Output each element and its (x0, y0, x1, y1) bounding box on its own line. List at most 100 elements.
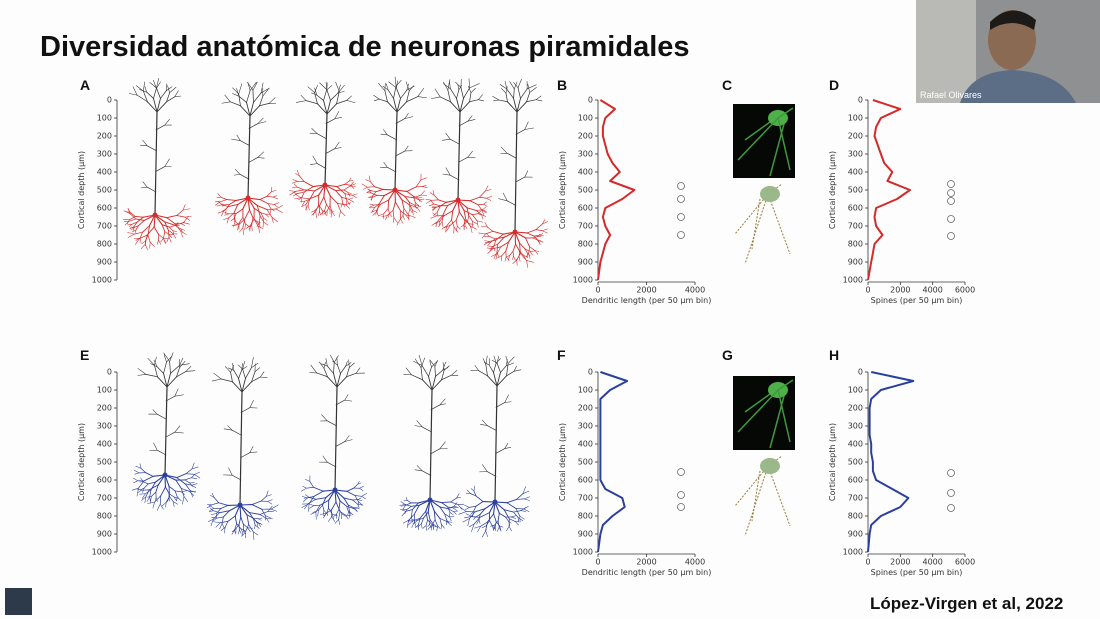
dendrite (304, 186, 314, 193)
y-tick-label: 400 (578, 168, 593, 177)
dendrite (149, 489, 152, 498)
dendrite (430, 448, 441, 454)
dendrite (334, 147, 342, 149)
dendrite (237, 529, 240, 535)
dendrite (404, 196, 410, 203)
dendrite (404, 196, 415, 199)
dendrite (413, 360, 423, 366)
dendrite (479, 190, 486, 198)
micrograph-dendrite (744, 393, 771, 413)
dendrite (481, 525, 487, 529)
dendrite (496, 363, 501, 373)
dendrite (532, 237, 538, 241)
y-tick-label: 600 (97, 476, 112, 485)
dendrite (478, 513, 481, 521)
dendrite (508, 520, 512, 524)
dendrite (180, 228, 186, 231)
y-tick-label: 500 (578, 186, 593, 195)
dendrite (523, 498, 530, 501)
dendrite (515, 508, 521, 517)
y-tick-label: 100 (97, 114, 112, 123)
webcam-hair (990, 10, 1036, 30)
dendrite (496, 356, 499, 364)
dendrite (259, 371, 265, 378)
dendrite (137, 489, 142, 494)
slide-title: Diversidad anatómica de neuronas piramid… (40, 31, 690, 63)
dendrite (219, 199, 228, 203)
dendrite (149, 496, 152, 504)
dendrite (245, 225, 251, 229)
dendrite (512, 256, 514, 260)
dendrite (345, 204, 350, 209)
dendrite (184, 216, 191, 221)
dendrite (180, 488, 185, 497)
dendrite (499, 525, 502, 531)
dendrite (328, 507, 333, 515)
dendrite (266, 209, 273, 218)
dendrite (458, 211, 465, 221)
dendrite (344, 193, 348, 201)
dendrite (333, 355, 339, 363)
y-tick-label: 100 (578, 114, 593, 123)
dendrite (208, 510, 214, 512)
y-tick-label: 800 (848, 512, 863, 521)
dendrite (160, 238, 164, 243)
dendrite (158, 240, 162, 245)
dendrite (441, 374, 452, 381)
dendrite (516, 97, 521, 113)
dendrite (371, 207, 375, 212)
dendrite (529, 246, 536, 251)
dendrite (482, 358, 487, 366)
dendrite (309, 132, 318, 135)
dendrite (146, 91, 154, 99)
soma (392, 187, 398, 193)
dendrite (476, 519, 480, 525)
dendrite (307, 198, 311, 206)
dendrite (138, 480, 145, 489)
dendrite (376, 203, 380, 212)
dendrite (357, 480, 360, 485)
dendrite (248, 123, 259, 129)
micrograph-dendrite (769, 123, 785, 177)
dendrite (494, 236, 505, 240)
dendrite (174, 224, 182, 230)
dendrite (504, 447, 512, 449)
dendrite (419, 510, 427, 519)
dendrite (453, 511, 457, 515)
dendrite (469, 511, 476, 519)
y-tick-label: 700 (578, 494, 593, 503)
dendrite (240, 105, 251, 117)
dendrite (169, 86, 177, 93)
dendrite (317, 103, 328, 115)
dendrite (143, 475, 154, 482)
dendrite (310, 163, 318, 165)
dendrite (134, 470, 140, 474)
y-tick-label: 900 (848, 258, 863, 267)
dendrite (430, 215, 437, 219)
dendrite (492, 230, 504, 235)
dendrite (473, 485, 476, 492)
y-tick-label: 400 (848, 440, 863, 449)
dendrite (213, 521, 221, 524)
dendrite (525, 237, 531, 248)
dendrite (210, 513, 217, 516)
dendrite (450, 501, 459, 506)
dendrite (480, 424, 488, 426)
dendrite (441, 221, 444, 227)
dendrite (420, 177, 427, 181)
dendrite (311, 211, 316, 216)
dendrite (469, 200, 479, 206)
dendrite (392, 217, 395, 223)
dendrite (483, 201, 487, 205)
dendrite (339, 511, 347, 516)
dendrite (487, 242, 491, 247)
dendrite (154, 364, 158, 378)
dendrite (485, 185, 489, 192)
dendrite (256, 522, 262, 524)
dendrite (481, 214, 484, 220)
dendrite (409, 202, 416, 206)
x-tick-label: 4000 (685, 286, 705, 295)
marker-circle (947, 197, 955, 205)
dendrite (234, 529, 237, 535)
micrograph-dendrite (777, 379, 794, 391)
